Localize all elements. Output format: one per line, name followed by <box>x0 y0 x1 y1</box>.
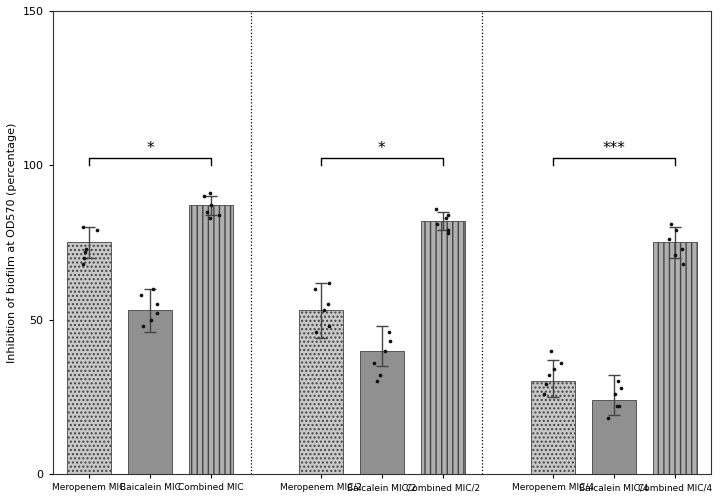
Point <box>205 202 216 210</box>
Point <box>151 300 163 308</box>
Point <box>664 236 675 244</box>
Point <box>540 381 552 389</box>
Point <box>213 211 224 219</box>
Point <box>612 377 623 385</box>
Point <box>371 377 382 385</box>
Bar <box>531 381 575 474</box>
Point <box>442 226 454 234</box>
Point <box>198 192 210 200</box>
Bar <box>299 310 343 474</box>
Point <box>602 415 613 423</box>
Point <box>432 220 443 228</box>
Point <box>138 322 149 330</box>
Point <box>544 371 555 379</box>
Point <box>442 229 454 237</box>
Point <box>384 337 395 345</box>
Bar <box>67 243 111 474</box>
Point <box>440 214 452 222</box>
Point <box>615 384 627 392</box>
Point <box>383 328 395 336</box>
Point <box>612 402 623 410</box>
Bar <box>128 310 172 474</box>
Point <box>148 285 159 293</box>
Point <box>322 300 334 308</box>
Point <box>204 214 216 222</box>
Point <box>318 306 329 314</box>
Y-axis label: Inhibition of biofilm at OD570 (percentage): Inhibition of biofilm at OD570 (percenta… <box>7 122 17 363</box>
Point <box>203 189 215 197</box>
Bar <box>592 400 636 474</box>
Point <box>323 322 334 330</box>
Point <box>77 260 89 268</box>
Point <box>201 208 212 216</box>
Point <box>538 390 550 398</box>
Point <box>374 371 386 379</box>
Point <box>442 211 453 219</box>
Point <box>676 245 688 252</box>
Bar <box>421 221 465 474</box>
Point <box>309 285 321 293</box>
Point <box>555 359 567 367</box>
Point <box>613 402 625 410</box>
Point <box>670 251 681 259</box>
Point <box>79 248 90 256</box>
Point <box>80 245 92 252</box>
Point <box>77 223 89 231</box>
Point <box>610 390 621 398</box>
Bar <box>652 243 696 474</box>
Point <box>665 220 676 228</box>
Bar <box>189 206 233 474</box>
Point <box>677 260 689 268</box>
Point <box>311 328 322 336</box>
Point <box>545 346 557 354</box>
Text: *: * <box>146 141 154 156</box>
Text: ***: *** <box>602 141 625 156</box>
Point <box>135 291 147 299</box>
Point <box>323 278 334 286</box>
Point <box>151 309 162 317</box>
Point <box>91 226 103 234</box>
Point <box>430 205 442 213</box>
Point <box>78 254 90 262</box>
Point <box>379 346 390 354</box>
Bar <box>360 350 404 474</box>
Point <box>670 226 681 234</box>
Point <box>549 365 560 373</box>
Point <box>368 359 379 367</box>
Text: *: * <box>378 141 386 156</box>
Point <box>145 316 156 324</box>
